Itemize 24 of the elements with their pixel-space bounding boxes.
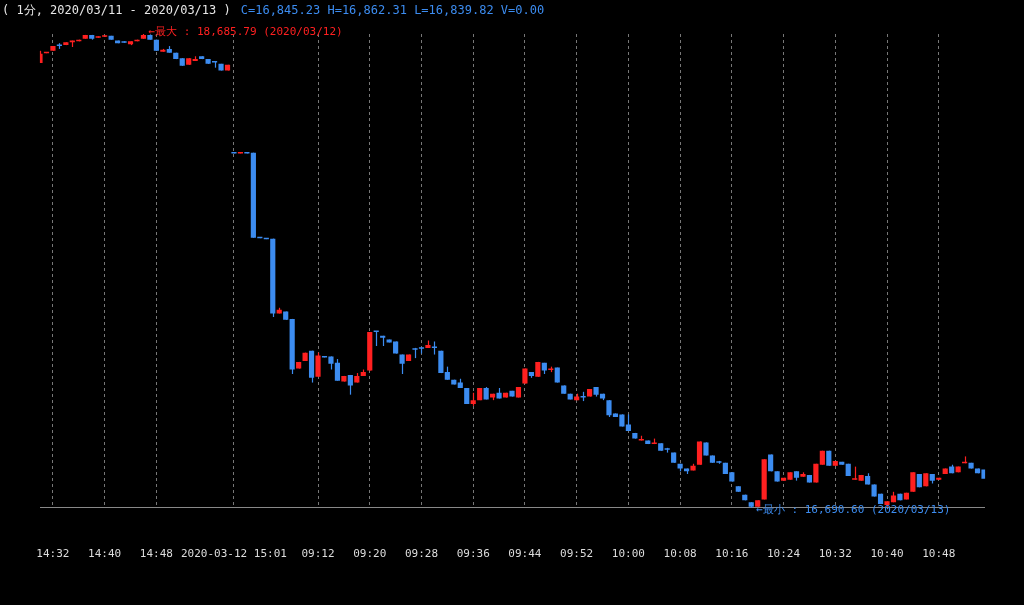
annotation: ←最大 : 18,685.79 (2020/03/12) xyxy=(148,24,343,38)
x-tick-label: 14:40 xyxy=(88,547,122,561)
candlestick xyxy=(910,471,916,493)
x-tick-label: 14:32 xyxy=(36,547,70,561)
x-tick-label: 09:12 xyxy=(301,547,335,561)
x-tick-label: 09:28 xyxy=(404,547,439,561)
x-tick-label: 10:24 xyxy=(767,547,801,561)
x-tick-label: 2020-03-12 15:01 xyxy=(180,547,287,561)
chart-subtitle: C=16,845.23 H=16,862.31 L=16,839.82 V=0.00 xyxy=(240,3,545,17)
x-tick-label: 10:48 xyxy=(922,547,956,561)
x-tick-label: 09:20 xyxy=(353,547,387,561)
x-tick-label: 10:32 xyxy=(818,547,852,561)
x-tick-label: 09:44 xyxy=(508,547,542,561)
chart-title: ( 1分, 2020/03/11 - 2020/03/13 ) xyxy=(2,3,231,17)
x-tick-label: 10:08 xyxy=(663,547,697,561)
candlestick xyxy=(696,440,703,466)
candlestick xyxy=(315,352,321,378)
x-tick-label: 09:36 xyxy=(456,547,490,561)
x-tick-label: 09:52 xyxy=(560,547,594,561)
x-tick-label: 10:16 xyxy=(715,547,749,561)
x-tick-label: 10:40 xyxy=(870,547,904,561)
x-tick-label: 10:00 xyxy=(611,547,645,561)
annotation: ←最小 : 16,690.60 (2020/03/13) xyxy=(756,502,951,516)
x-tick-label: 14:48 xyxy=(139,547,173,561)
